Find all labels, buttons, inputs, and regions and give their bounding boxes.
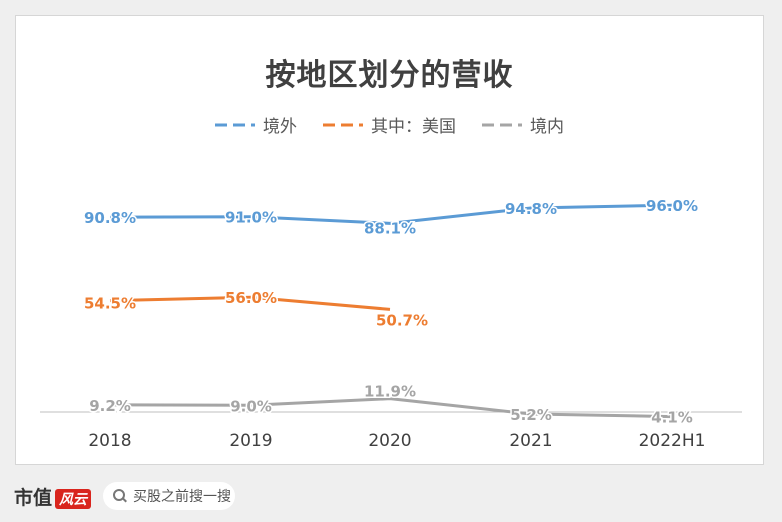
legend-label-usa: 其中：美国 [371, 117, 456, 137]
footer-bar: 市值 风云 买股之前搜一搜 [0, 470, 782, 522]
legend-item-domestic: 境内 [482, 112, 564, 137]
search-box[interactable]: 买股之前搜一搜 [103, 482, 236, 510]
legend-item-usa: 其中：美国 [323, 112, 456, 137]
x-tick-label: 2021 [509, 431, 552, 451]
series-line-0 [109, 203, 673, 225]
series-line-2 [109, 397, 673, 419]
legend-swatch-domestic [482, 117, 522, 133]
data-label: 5.2% [510, 406, 552, 424]
brand-logo[interactable]: 市值 风云 [14, 483, 92, 510]
legend-label-overseas: 境外 [263, 117, 297, 137]
chart-plot-area: 2018 2019 2020 2021 2022H1 90.8% 91.0% 88.1% 94.… [40, 196, 742, 451]
data-label: 54.5% [84, 295, 136, 313]
legend-label-domestic: 境内 [530, 117, 564, 137]
chart-legend: 境外 其中：美国 境内 [16, 112, 763, 137]
search-placeholder: 买股之前搜一搜 [133, 489, 232, 505]
data-label: 50.7% [376, 311, 428, 329]
data-label: 9.0% [230, 397, 272, 415]
data-label: 56.0% [225, 289, 277, 307]
x-tick-label: 2018 [88, 431, 131, 451]
data-label: 90.8% [84, 209, 136, 227]
legend-swatch-usa [323, 117, 363, 133]
data-label: 91.0% [225, 209, 277, 227]
search-icon [113, 489, 127, 503]
data-label: 88.1% [364, 219, 416, 237]
data-label: 11.9% [364, 383, 416, 401]
data-label: 94.8% [505, 200, 557, 218]
legend-swatch-overseas [215, 117, 255, 133]
x-tick-label: 2022H1 [639, 431, 706, 451]
x-tick-label: 2020 [368, 431, 411, 451]
legend-item-overseas: 境外 [215, 112, 297, 137]
x-tick-label: 2019 [229, 431, 272, 451]
chart-card: 按地区划分的营收 境外 其中：美国 境内 [15, 15, 764, 465]
series-line-1 [109, 295, 391, 311]
data-label: 4.1% [651, 409, 693, 427]
data-label: 9.2% [89, 397, 131, 415]
data-label: 96.0% [646, 197, 698, 215]
brand-name: 市值 [14, 486, 53, 509]
brand-mark: 风云 [55, 488, 92, 509]
chart-title: 按地区划分的营收 [265, 58, 514, 93]
